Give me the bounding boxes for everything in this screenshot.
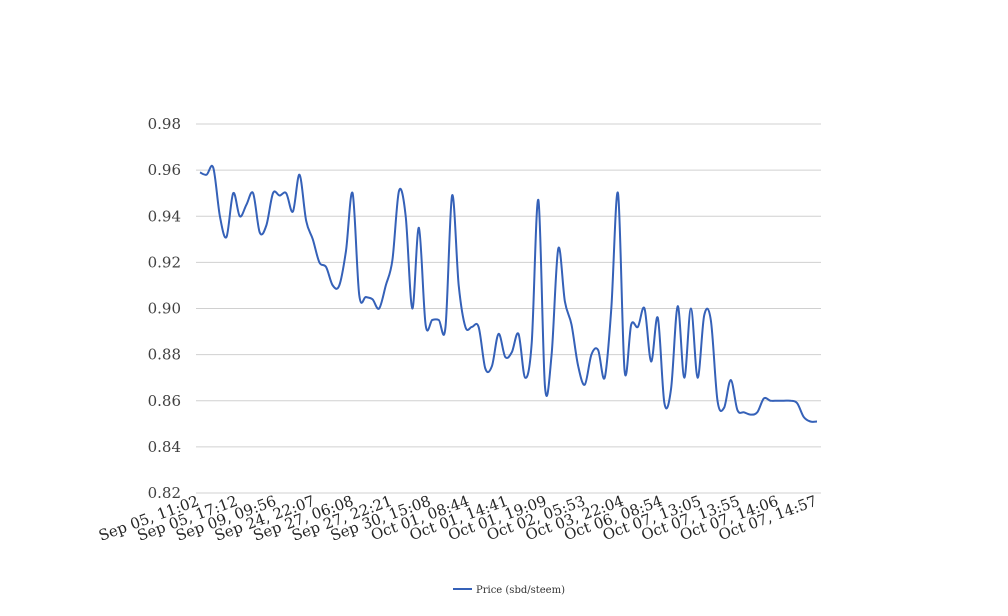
y-tick-label: 0.84 xyxy=(148,438,181,456)
y-tick-label: 0.88 xyxy=(148,346,181,364)
y-tick-label: 0.98 xyxy=(148,115,181,133)
y-tick-label: 0.94 xyxy=(148,207,181,225)
y-tick-label: 0.90 xyxy=(148,300,181,318)
y-tick-label: 0.96 xyxy=(148,161,181,179)
y-tick-label: 0.82 xyxy=(148,484,181,502)
series-lines xyxy=(199,164,818,423)
legend: Price (sbd/steem) xyxy=(453,585,565,596)
y-axis-ticks: 0.82 0.84 0.86 0.88 0.90 0.92 0.94 0.96 0.98 xyxy=(148,115,181,502)
legend-label: Price (sbd/steem) xyxy=(476,585,565,596)
y-tick-label: 0.92 xyxy=(148,253,181,271)
y-tick-label: 0.86 xyxy=(148,392,181,410)
series-line xyxy=(199,164,818,423)
gridlines xyxy=(196,123,821,494)
